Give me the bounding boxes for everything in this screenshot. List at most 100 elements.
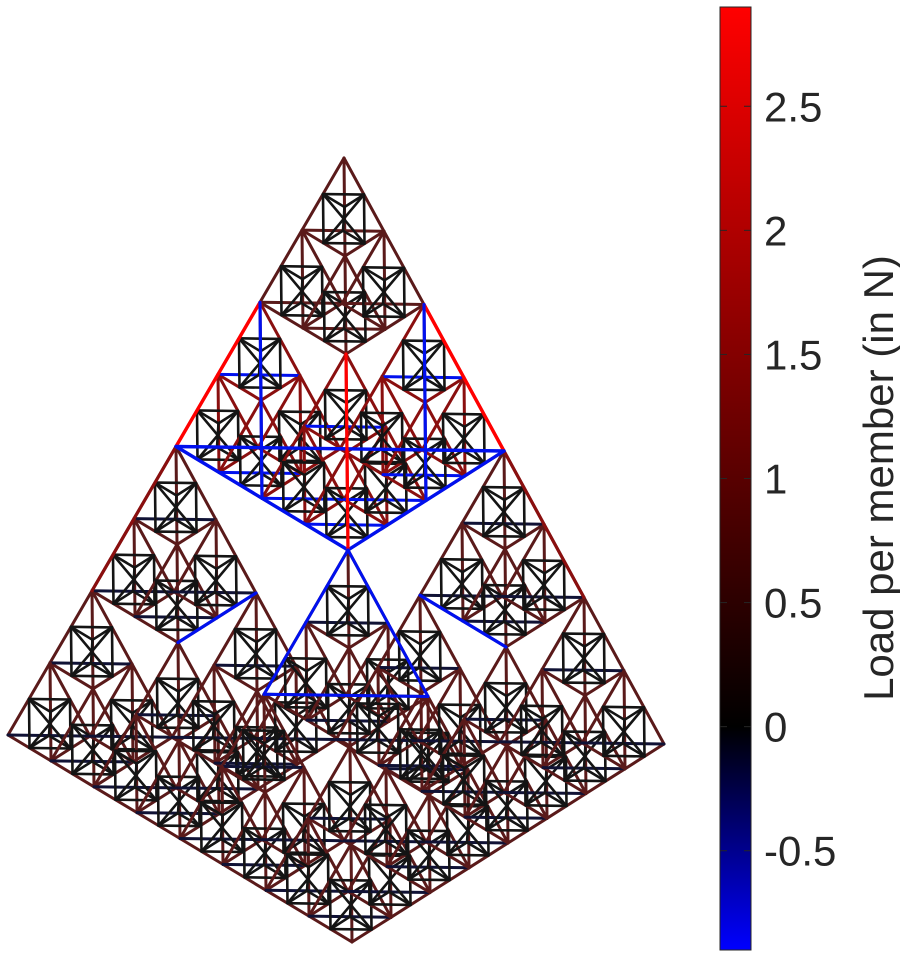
truss-member (199, 801, 203, 853)
truss-member (539, 740, 564, 757)
truss-member (213, 591, 238, 607)
truss-member (114, 798, 158, 802)
truss-member (524, 803, 568, 808)
truss-member (70, 662, 93, 678)
truss-member (215, 422, 220, 449)
truss-member (383, 266, 406, 282)
truss-member (27, 697, 52, 714)
truss-member (363, 461, 367, 514)
truss-member (563, 766, 586, 782)
truss-member (234, 725, 279, 729)
truss-member (438, 630, 442, 683)
truss-member (363, 803, 388, 819)
truss-member (483, 681, 487, 734)
truss-member (153, 481, 178, 497)
truss-member (583, 632, 606, 648)
truss-member (114, 785, 137, 802)
truss-member (285, 852, 289, 905)
truss-member (299, 277, 304, 305)
truss-member (278, 337, 282, 390)
truss-member (502, 449, 586, 600)
truss-member (355, 702, 380, 718)
truss-member (562, 730, 607, 734)
truss-member (502, 620, 527, 636)
colorbar-tick-label: 2.5 (764, 83, 822, 130)
truss-member (325, 523, 348, 539)
truss-member (377, 702, 400, 718)
truss-member (541, 704, 564, 720)
truss-member (323, 388, 327, 441)
truss-member (396, 702, 400, 755)
truss-member (154, 749, 158, 802)
truss-member (481, 485, 506, 502)
truss-member (445, 804, 449, 857)
truss-member (69, 625, 73, 678)
truss-member (505, 682, 528, 698)
truss-member (522, 595, 545, 611)
truss-member (326, 633, 370, 637)
truss-member (400, 411, 404, 464)
truss-member (111, 553, 156, 557)
truss-member (461, 425, 466, 452)
truss-member (406, 829, 451, 833)
truss-member (258, 300, 264, 500)
truss-member (356, 738, 379, 754)
truss-member (344, 352, 350, 552)
truss-member (285, 852, 330, 857)
truss-member (459, 594, 484, 611)
truss-member (418, 764, 443, 781)
truss-member (446, 841, 469, 857)
truss-member (485, 828, 529, 832)
truss-member (368, 902, 412, 907)
truss-member (217, 409, 240, 425)
truss-member (255, 628, 278, 644)
truss-member (233, 627, 237, 680)
truss-member (70, 723, 74, 776)
truss-member (355, 702, 400, 706)
truss-member (155, 615, 178, 631)
truss-member (347, 585, 370, 601)
truss-member (383, 816, 388, 843)
truss-member (155, 628, 199, 632)
truss-member (441, 753, 445, 806)
truss-member (404, 803, 408, 856)
truss-member (621, 742, 646, 758)
truss-member (173, 517, 198, 534)
truss-member (322, 229, 345, 245)
truss-member (261, 765, 286, 782)
colorbar-tick-label: 1 (764, 456, 787, 503)
truss-member (483, 620, 506, 636)
truss-member (381, 411, 404, 427)
truss-member (154, 579, 199, 583)
truss-member (541, 595, 566, 612)
truss-member (326, 853, 330, 906)
truss-member (364, 839, 387, 856)
truss-member (236, 409, 240, 462)
truss-member (283, 656, 328, 661)
truss-member (133, 785, 158, 802)
truss-member (322, 461, 326, 514)
truss-member (257, 373, 282, 390)
truss-member (279, 264, 304, 281)
truss-member (361, 265, 386, 282)
truss-member (281, 802, 285, 854)
truss-member (279, 264, 283, 317)
truss-member (426, 842, 431, 869)
truss-member (90, 444, 178, 593)
truss-member (364, 852, 408, 856)
truss-member (347, 793, 352, 821)
truss-member (484, 718, 507, 734)
truss-member (484, 779, 488, 832)
truss-member (482, 522, 505, 538)
truss-member (504, 816, 529, 832)
truss-member (324, 486, 328, 539)
truss-member (327, 731, 371, 735)
truss-member (322, 290, 367, 294)
truss-member (325, 584, 370, 588)
truss-member (253, 640, 258, 668)
truss-member (539, 717, 544, 744)
truss-member (520, 753, 564, 757)
truss-member (359, 411, 363, 464)
truss-member (175, 713, 200, 730)
truss-member (153, 481, 157, 533)
